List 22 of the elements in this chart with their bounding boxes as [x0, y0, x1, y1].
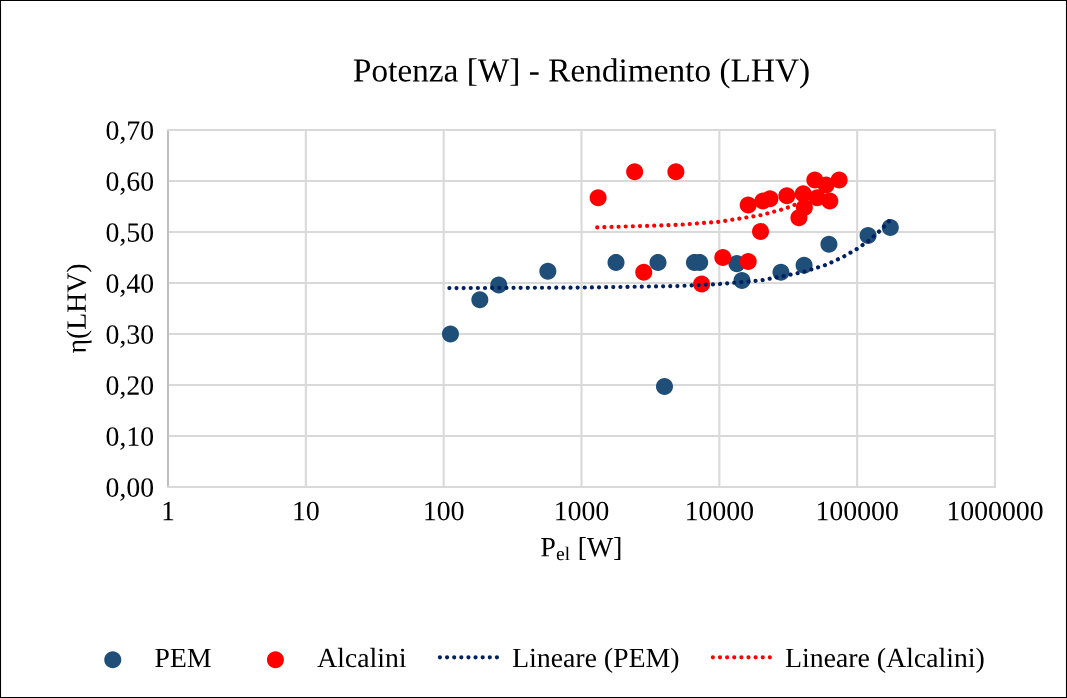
- chart-title: Potenza [W] - Rendimento (LHV): [353, 58, 809, 89]
- legend-label: Lineare (PEM): [512, 647, 679, 673]
- y-tick-label: 0,20: [106, 376, 154, 399]
- y-tick-label: 0,60: [106, 172, 154, 195]
- y-tick-label: 0,30: [106, 325, 154, 348]
- legend-label: Lineare (Alcalini): [785, 647, 984, 673]
- legend-label: PEM: [155, 648, 211, 668]
- x-tick-label: 1: [163, 501, 174, 521]
- x-tick-label: 100: [425, 501, 464, 521]
- legend-label: Alcalini: [317, 647, 407, 668]
- x-tick-label: 1000: [556, 501, 609, 521]
- y-tick-label: 0,70: [106, 121, 154, 144]
- y-axis-title: η(LHV): [66, 264, 92, 354]
- x-tick-label: 10: [294, 501, 319, 521]
- y-tick-label: 0,40: [106, 274, 154, 297]
- y-tick-label: 0,00: [106, 478, 154, 501]
- x-axis-title: P$_{el}$ [W]: [541, 537, 621, 561]
- x-tick-label: 100000: [817, 501, 898, 521]
- x-tick-label: 10000: [687, 501, 753, 521]
- y-tick-label: 0,10: [106, 427, 154, 450]
- y-tick-label: 0,50: [106, 223, 154, 246]
- x-tick-label: 1000000: [948, 501, 1043, 521]
